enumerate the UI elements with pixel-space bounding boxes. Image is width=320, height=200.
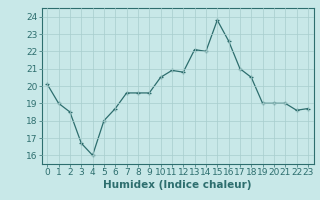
X-axis label: Humidex (Indice chaleur): Humidex (Indice chaleur) (103, 180, 252, 190)
